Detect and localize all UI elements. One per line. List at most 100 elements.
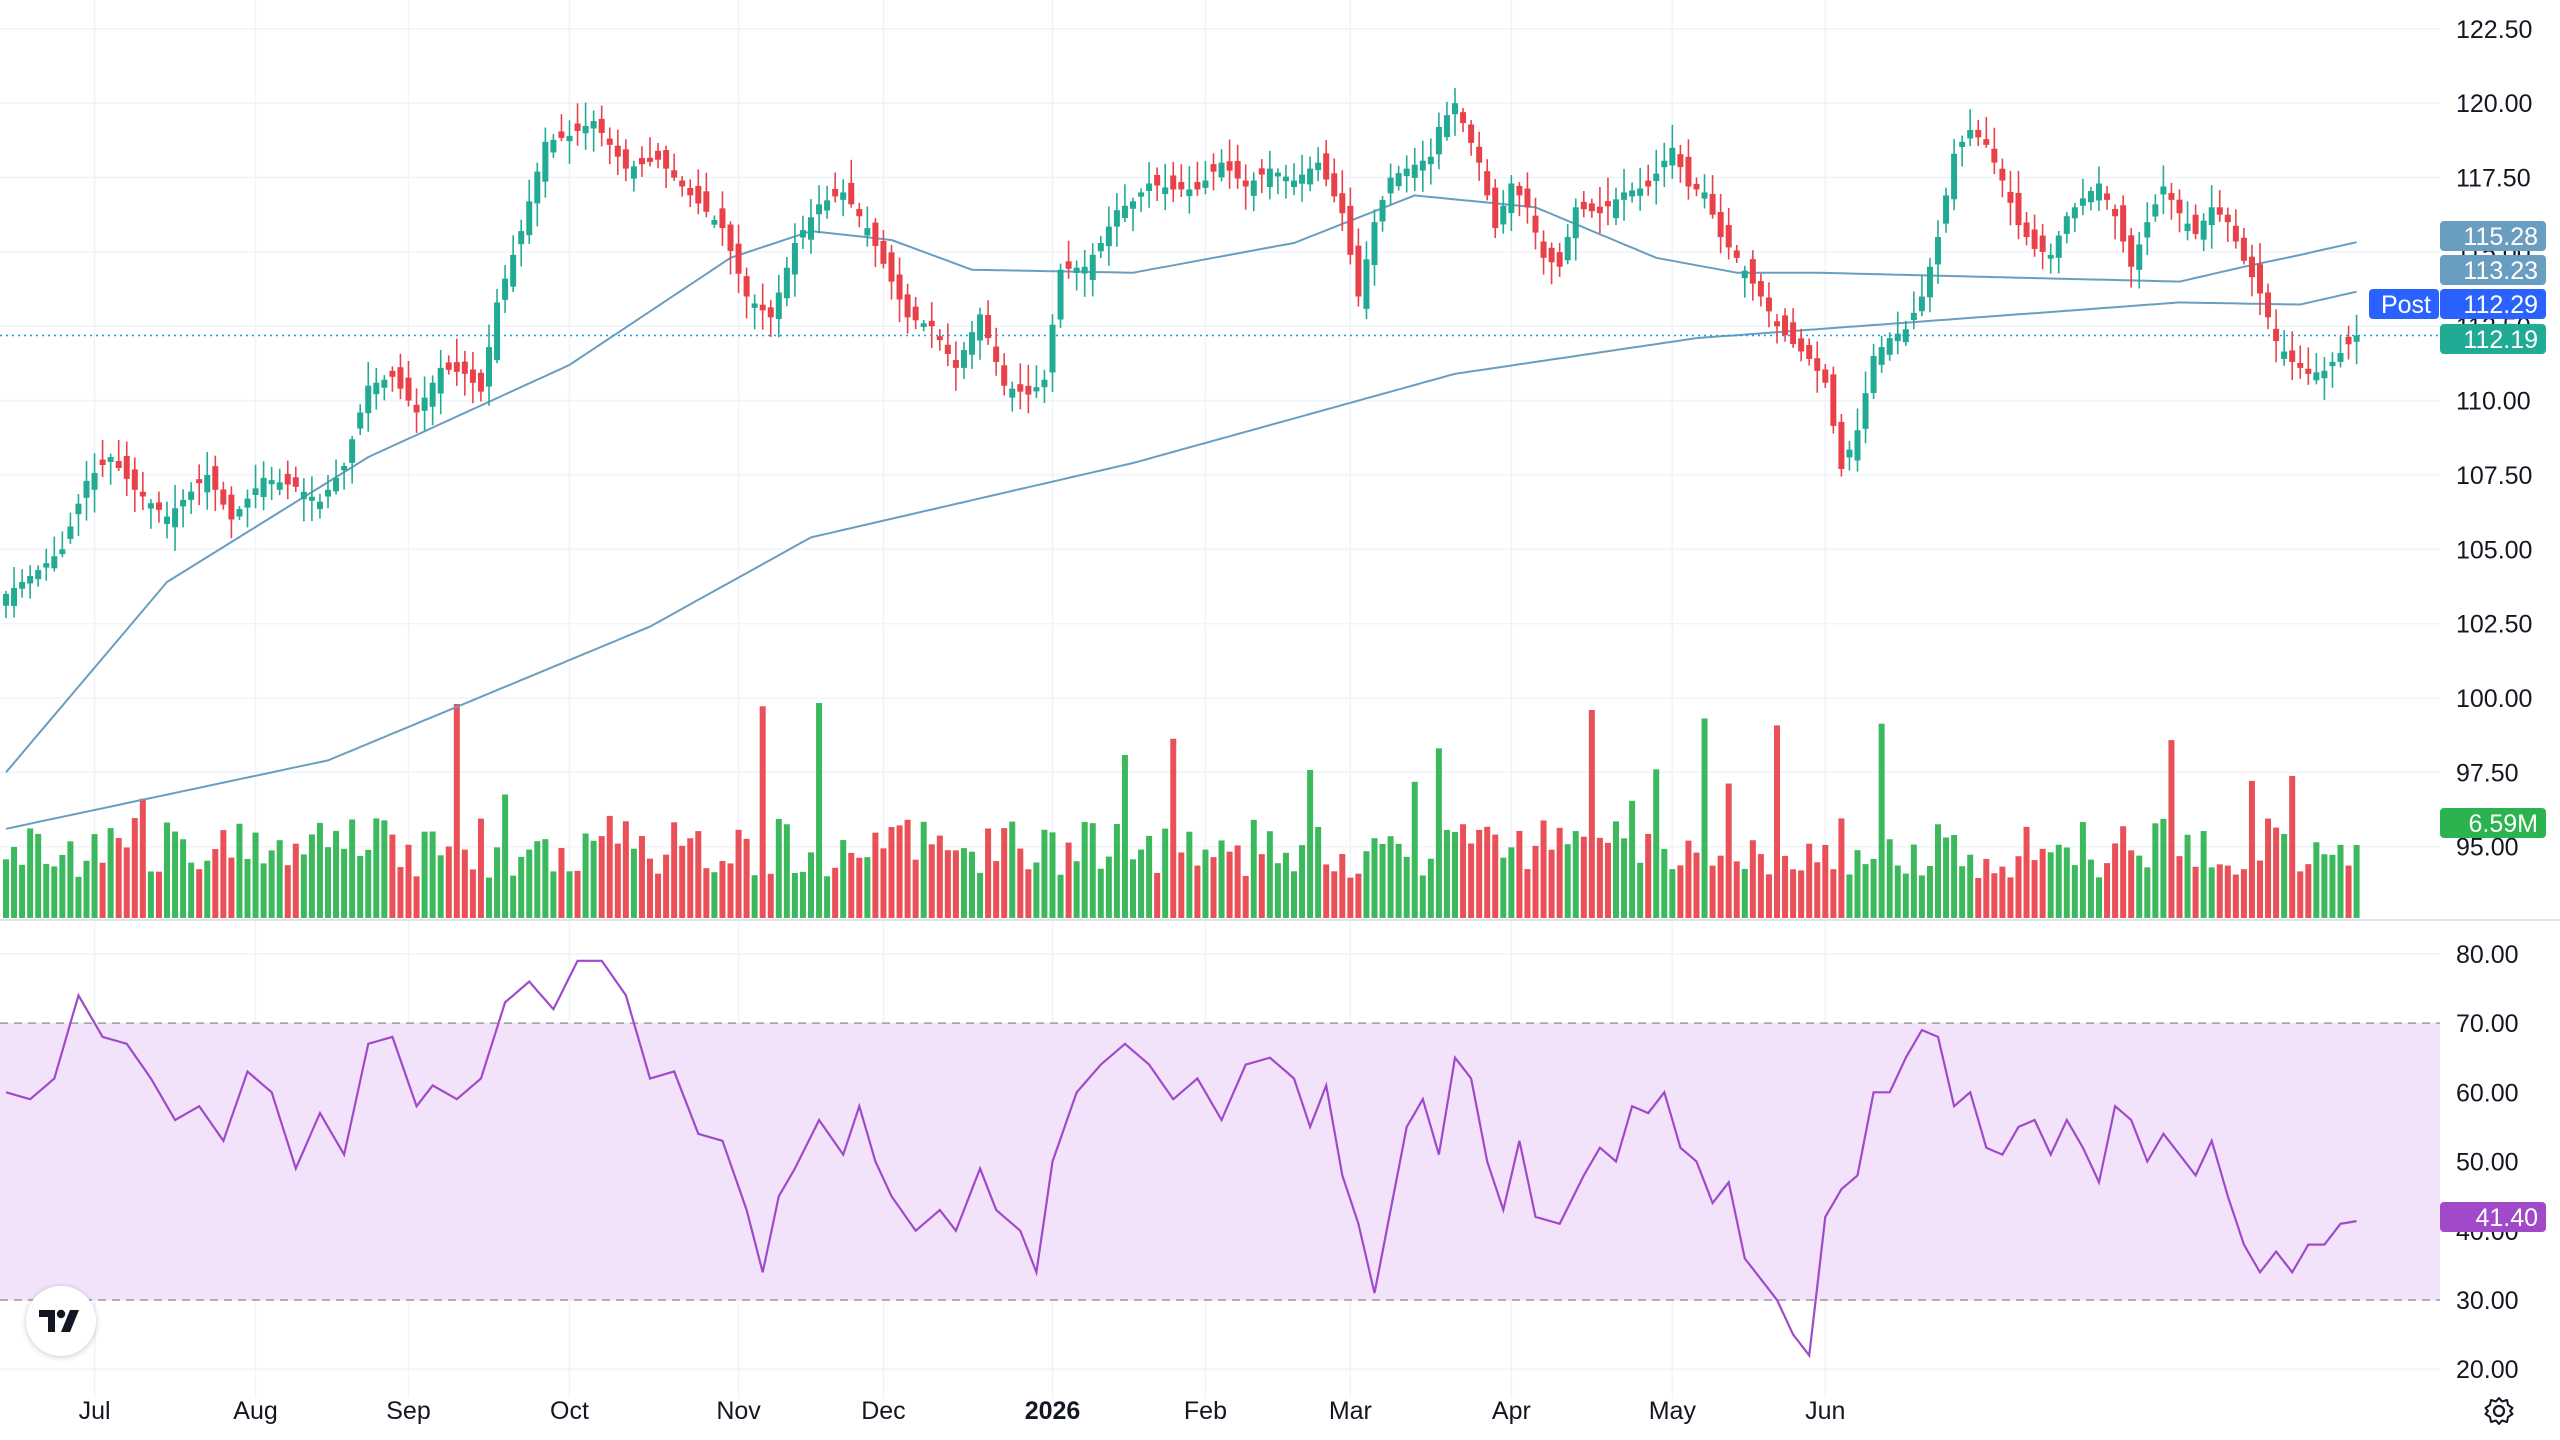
candle-body (1709, 193, 1716, 215)
candle (2047, 243, 2054, 274)
candle-body (719, 208, 726, 229)
volume-bar (703, 868, 710, 918)
volume-bar (2176, 856, 2183, 918)
candle (2055, 230, 2062, 274)
candle (1669, 124, 1676, 179)
volume-bar (1395, 843, 1402, 918)
candle (2031, 214, 2038, 257)
candle-body (1782, 315, 1789, 336)
volume-bar (1379, 843, 1386, 918)
candle (960, 342, 967, 379)
volume-bar (952, 850, 959, 918)
candle (59, 531, 66, 558)
candle (2224, 207, 2231, 242)
candle (1411, 147, 1418, 191)
volume-bar (1975, 877, 1982, 918)
tradingview-logo[interactable] (26, 1286, 96, 1356)
candle-body (1540, 241, 1547, 258)
candle-body (896, 274, 903, 300)
volume-bar (2345, 865, 2352, 918)
time-tick-label: Mar (1329, 1397, 1372, 1425)
volume-bar (1242, 875, 1249, 918)
candle (912, 296, 919, 330)
candle-body (1991, 148, 1998, 163)
volume-bar (1701, 718, 1708, 918)
candle (1524, 172, 1531, 224)
last-price-badge-value: 112.19 (2463, 326, 2538, 354)
volume-bar (1419, 875, 1426, 918)
volume-bar (1339, 854, 1346, 918)
volume-bar (2055, 844, 2062, 918)
time-tick-label: Aug (233, 1397, 277, 1425)
candle (1291, 163, 1297, 196)
candle (856, 202, 863, 228)
candle-body (1733, 250, 1740, 258)
volume-bar (1741, 868, 1748, 918)
price-axis[interactable]: 122.50120.00117.50115.00112.50110.00107.… (2456, 16, 2532, 862)
candle-body (1749, 259, 1756, 284)
volume-bar (3, 859, 9, 918)
candle-body (220, 489, 227, 505)
candle (268, 466, 275, 501)
time-tick-label: Oct (550, 1397, 589, 1425)
candle-body (1379, 199, 1386, 222)
volume-bar (614, 843, 621, 918)
candle-body (2168, 193, 2175, 200)
volume-bar (1669, 869, 1676, 918)
candle (1886, 332, 1893, 361)
volume-bar (1089, 823, 1096, 918)
volume-bar (1677, 865, 1684, 918)
candle-body (2031, 229, 2038, 249)
volume-bar (1097, 868, 1104, 918)
volume-bar (1661, 848, 1668, 918)
volume-bar (1717, 855, 1724, 918)
candle-body (526, 201, 533, 236)
candle (1162, 163, 1169, 211)
candle (1967, 109, 1974, 147)
candle (1073, 260, 1080, 291)
candle (1532, 197, 1539, 250)
candle-body (1403, 168, 1410, 177)
candle (2136, 232, 2143, 289)
post-badge: Post 112.29 (2369, 289, 2546, 319)
volume-bar (1323, 864, 1330, 918)
volume-bar (590, 840, 597, 918)
candle (1081, 250, 1088, 297)
candle-body (912, 306, 919, 321)
candle-body (155, 502, 162, 510)
candle (936, 329, 943, 351)
time-axis[interactable]: Jul Aug Sep Oct Nov Dec 2026 Feb Mar Apr May Jun (79, 1397, 1846, 1425)
settings-gear-icon[interactable] (2481, 1393, 2517, 1429)
volume-bar (840, 840, 847, 918)
candle (759, 283, 766, 330)
candle-body (1910, 312, 1917, 320)
candle-body (75, 503, 82, 515)
candle (373, 367, 380, 410)
candle-body (1170, 175, 1177, 190)
volume-badge-value: 6.59M (2469, 810, 2538, 838)
candle-body (461, 361, 468, 374)
candle (606, 127, 613, 165)
candle-body (695, 185, 702, 204)
volume-bar (19, 864, 26, 918)
candle-body (566, 135, 573, 142)
candle (1452, 88, 1458, 136)
candle (872, 218, 879, 267)
time-tick-label: 2026 (1025, 1397, 1081, 1425)
candle (1701, 174, 1708, 209)
candle-body (1693, 183, 1700, 190)
candle (3, 590, 9, 619)
volume-bar (1065, 842, 1072, 918)
volume-bar (1999, 866, 2006, 918)
candle-body (2200, 220, 2207, 240)
candle-body (2329, 361, 2336, 367)
candle (252, 464, 259, 509)
candle (848, 159, 855, 208)
volume-bar (405, 844, 412, 918)
volume-bar (2273, 827, 2280, 918)
candle-body (188, 491, 195, 500)
candle-body (1339, 193, 1346, 214)
volume-bar (1234, 845, 1241, 918)
